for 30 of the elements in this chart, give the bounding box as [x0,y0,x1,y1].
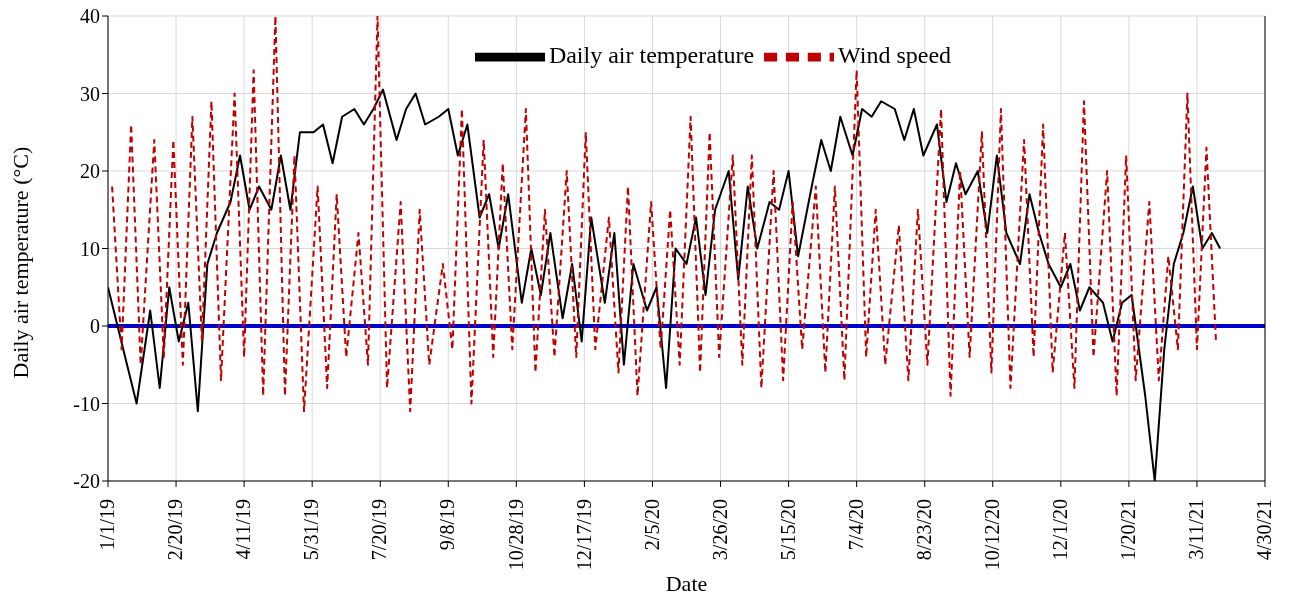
y-tick-label: 40 [80,5,100,28]
x-tick-label: 3/26/20 [708,499,731,561]
y-tick-label: 20 [80,160,100,183]
y-tick-label: 0 [90,315,100,338]
legend-label: Daily air temperature [548,41,755,68]
x-tick-label: 2/20/19 [164,499,187,561]
x-tick-label: 9/8/19 [436,499,459,551]
x-tick-label: 1/20/21 [1117,499,1140,561]
x-tick-label: 10/28/19 [504,499,527,571]
x-tick-label: 2/5/20 [640,499,663,551]
x-tick-label: 7/4/20 [844,499,867,551]
legend-label: Wind speed [838,41,952,68]
x-tick-label: 12/1/20 [1049,499,1072,561]
x-axis-title: Date [665,571,708,596]
x-tick-label: 8/23/20 [912,499,935,561]
x-tick-label: 5/31/19 [300,499,323,561]
x-tick-label: 3/11/21 [1185,499,1208,560]
y-tick-label: -20 [73,470,100,493]
x-tick-label: 5/15/20 [776,499,799,561]
x-tick-label: 12/17/19 [572,499,595,571]
y-tick-label: -10 [73,392,100,415]
x-tick-label: 1/1/19 [96,499,119,551]
x-tick-label: 7/20/19 [368,499,391,561]
line-series [111,16,1217,413]
y-tick-label: 10 [80,237,100,260]
y-tick-label: 30 [80,82,100,105]
x-tick-label: 10/12/20 [980,499,1003,571]
x-tick-label: 4/30/21 [1253,499,1276,561]
x-tick-label: 4/11/19 [232,499,255,560]
y-axis-title: Daily air temperature (°C) [7,146,33,379]
